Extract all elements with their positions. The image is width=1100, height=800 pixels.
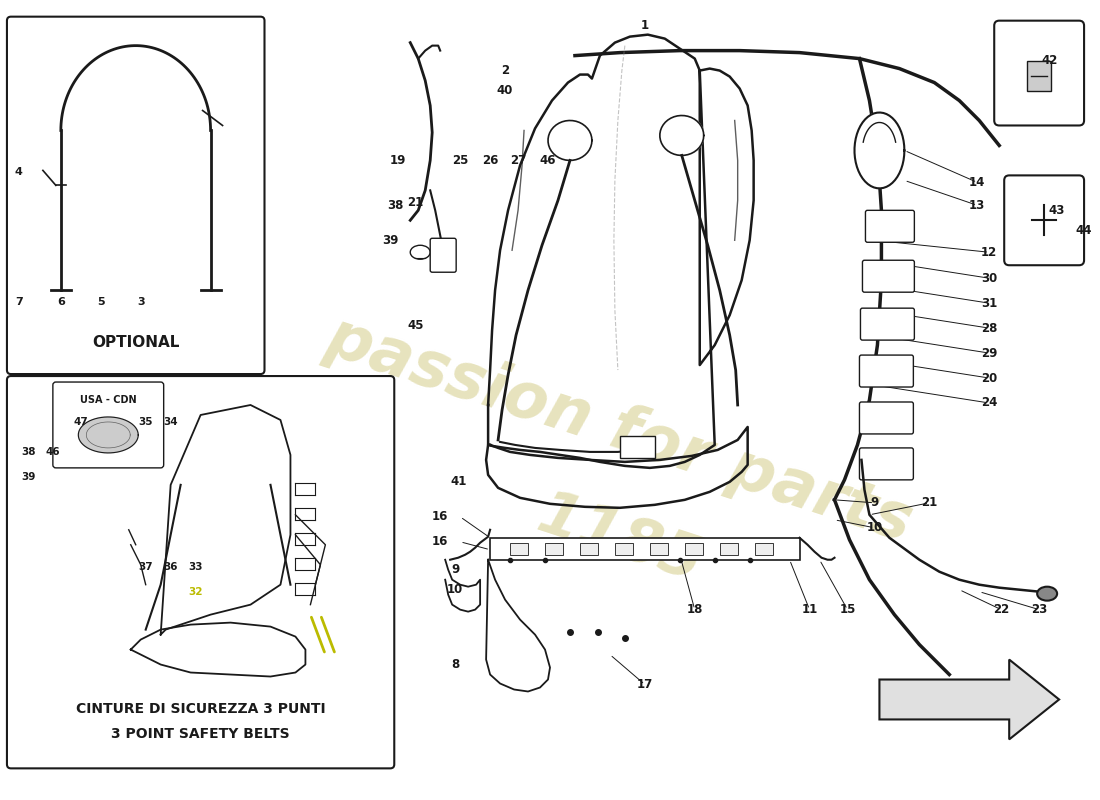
- Text: 1: 1: [641, 19, 649, 32]
- Text: 33: 33: [188, 562, 202, 572]
- Text: 21: 21: [407, 196, 424, 209]
- Text: 19: 19: [390, 154, 407, 167]
- Text: 9: 9: [451, 563, 460, 576]
- FancyBboxPatch shape: [860, 308, 914, 340]
- Text: 37: 37: [139, 562, 153, 572]
- Text: 29: 29: [981, 346, 998, 359]
- FancyBboxPatch shape: [53, 382, 164, 468]
- Text: 10: 10: [447, 583, 463, 596]
- Text: 28: 28: [981, 322, 998, 334]
- FancyBboxPatch shape: [430, 238, 456, 272]
- Text: 44: 44: [1076, 224, 1092, 237]
- Text: 39: 39: [382, 234, 398, 246]
- Ellipse shape: [410, 246, 430, 259]
- Polygon shape: [879, 659, 1059, 739]
- Text: CINTURE DI SICUREZZA 3 PUNTI: CINTURE DI SICUREZZA 3 PUNTI: [76, 702, 326, 717]
- Text: 6: 6: [57, 297, 65, 307]
- Text: 22: 22: [993, 603, 1010, 616]
- FancyBboxPatch shape: [7, 17, 264, 374]
- Text: 32: 32: [188, 586, 202, 597]
- Polygon shape: [78, 417, 139, 453]
- Text: 9: 9: [870, 496, 879, 510]
- Text: 38: 38: [387, 199, 404, 212]
- Text: 30: 30: [981, 272, 998, 285]
- FancyBboxPatch shape: [7, 376, 394, 768]
- Text: 10: 10: [867, 522, 882, 534]
- Text: 38: 38: [22, 447, 36, 457]
- Text: 18: 18: [686, 603, 703, 616]
- Bar: [615, 542, 632, 554]
- Text: 3 POINT SAFETY BELTS: 3 POINT SAFETY BELTS: [111, 727, 290, 742]
- FancyBboxPatch shape: [859, 448, 913, 480]
- Bar: [544, 542, 563, 554]
- Ellipse shape: [1037, 586, 1057, 601]
- Text: 34: 34: [163, 417, 178, 427]
- Text: 23: 23: [1031, 603, 1047, 616]
- Text: 14: 14: [969, 176, 986, 189]
- Bar: [620, 436, 654, 458]
- Bar: [719, 542, 738, 554]
- Text: 11: 11: [802, 603, 817, 616]
- Bar: [510, 542, 528, 554]
- Text: 45: 45: [407, 318, 424, 332]
- FancyBboxPatch shape: [866, 210, 914, 242]
- Polygon shape: [660, 115, 704, 155]
- Text: 42: 42: [1041, 54, 1057, 67]
- Text: USA - CDN: USA - CDN: [80, 395, 136, 405]
- Text: 2: 2: [500, 64, 509, 77]
- Polygon shape: [855, 113, 904, 188]
- Text: 26: 26: [482, 154, 498, 167]
- Bar: [580, 542, 598, 554]
- Text: 47: 47: [74, 417, 88, 427]
- Text: 3: 3: [136, 297, 144, 307]
- Text: 1185: 1185: [530, 486, 710, 594]
- Text: 5: 5: [97, 297, 104, 307]
- FancyBboxPatch shape: [994, 21, 1085, 126]
- Text: 40: 40: [497, 84, 514, 97]
- Polygon shape: [548, 121, 592, 161]
- Text: 35: 35: [139, 417, 153, 427]
- Text: 46: 46: [45, 447, 60, 457]
- FancyBboxPatch shape: [859, 355, 913, 387]
- Text: 25: 25: [452, 154, 469, 167]
- Text: 16: 16: [432, 535, 449, 548]
- FancyBboxPatch shape: [859, 402, 913, 434]
- Text: 31: 31: [981, 297, 998, 310]
- Text: 15: 15: [839, 603, 856, 616]
- Text: 16: 16: [432, 510, 449, 523]
- Text: 8: 8: [451, 658, 460, 671]
- Text: 7: 7: [15, 297, 23, 307]
- Text: 43: 43: [1049, 204, 1065, 217]
- Text: 20: 20: [981, 371, 998, 385]
- Text: passion for parts: passion for parts: [319, 306, 921, 554]
- Bar: [491, 538, 800, 560]
- Text: 21: 21: [921, 496, 937, 510]
- Text: 46: 46: [540, 154, 557, 167]
- Text: 39: 39: [22, 472, 36, 482]
- Text: 17: 17: [637, 678, 653, 691]
- Text: OPTIONAL: OPTIONAL: [92, 334, 179, 350]
- Bar: [650, 542, 668, 554]
- Text: 13: 13: [969, 199, 986, 212]
- Text: 27: 27: [510, 154, 526, 167]
- Bar: [685, 542, 703, 554]
- FancyBboxPatch shape: [862, 260, 914, 292]
- Bar: [755, 542, 772, 554]
- Text: 4: 4: [15, 167, 23, 178]
- Text: 24: 24: [981, 397, 998, 410]
- Text: 36: 36: [164, 562, 178, 572]
- Text: 12: 12: [981, 246, 998, 258]
- Text: 41: 41: [450, 475, 466, 488]
- Bar: [1027, 61, 1052, 90]
- FancyBboxPatch shape: [1004, 175, 1085, 266]
